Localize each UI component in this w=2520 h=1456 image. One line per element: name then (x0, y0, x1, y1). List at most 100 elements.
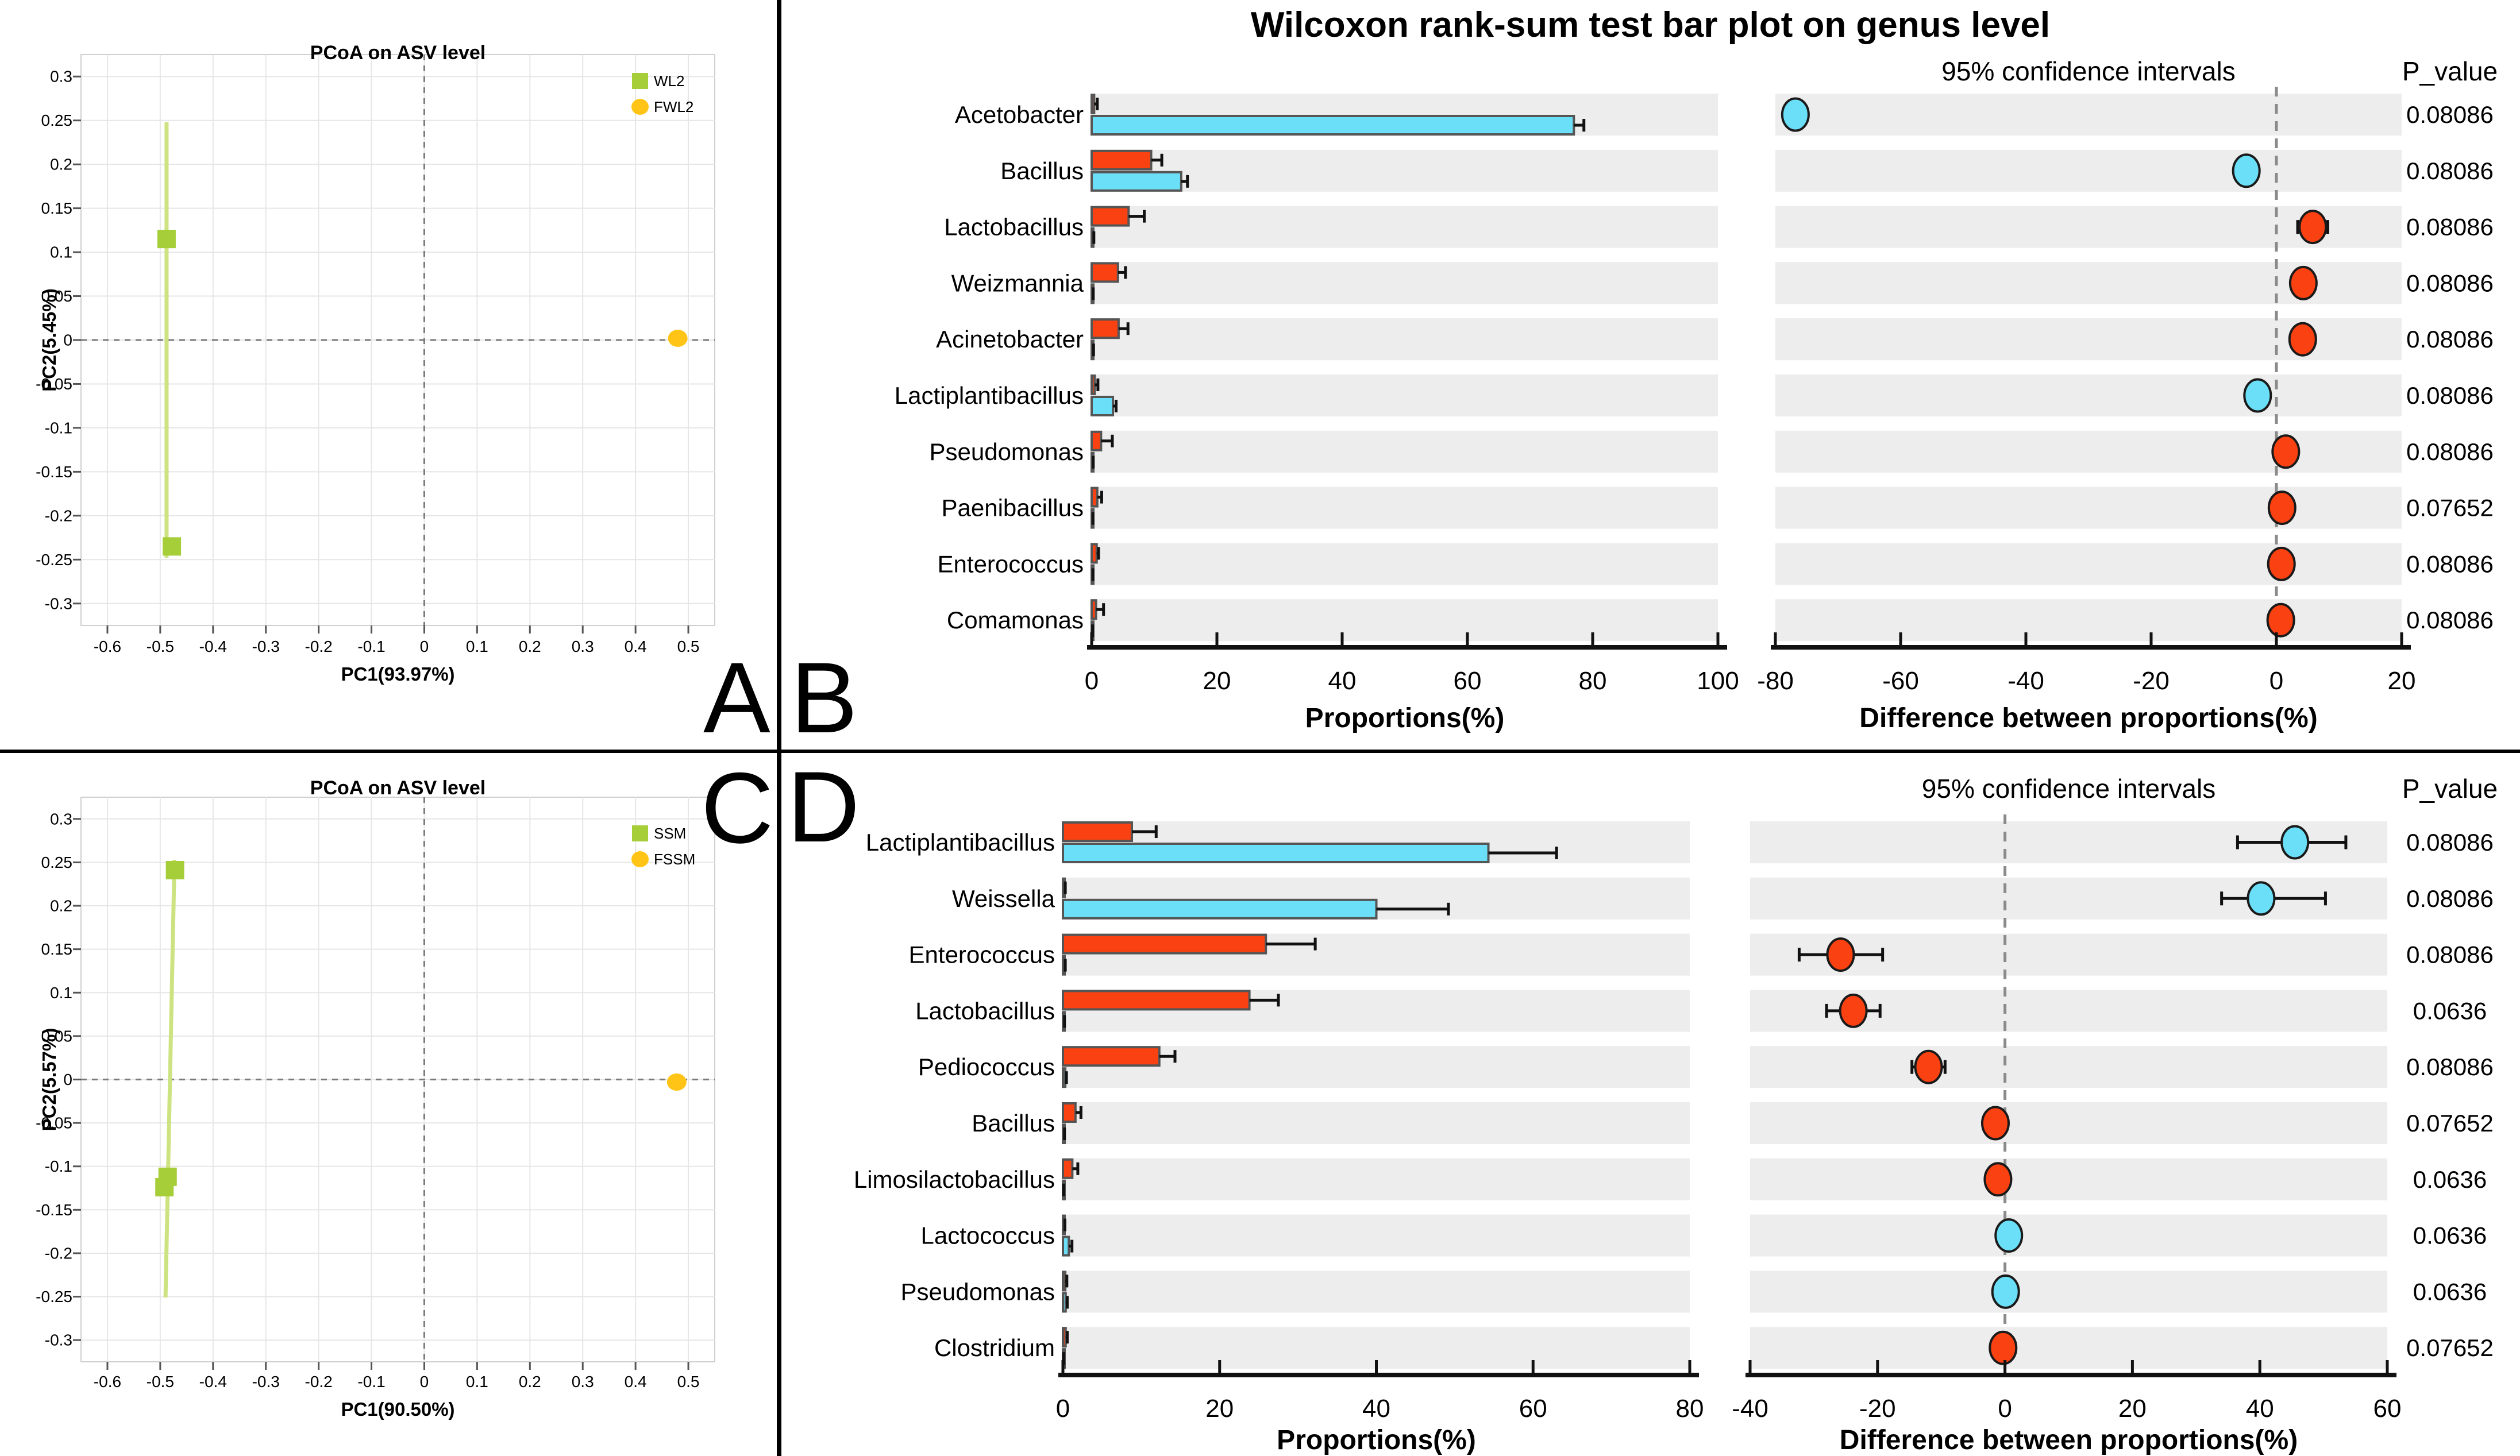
y-tick-label: 0.25 (41, 853, 73, 871)
prop-bar-cyan (1062, 1235, 1070, 1257)
x-tick-label: 0.3 (572, 1373, 594, 1391)
plot-title: PCoA on ASV level (310, 777, 485, 799)
legend-label: SSM (654, 825, 686, 842)
y-axis-label: PC2(5.57%) (38, 1028, 60, 1131)
p-value: 0.0636 (2413, 1222, 2487, 1249)
genus-label: Enterococcus (938, 550, 1084, 577)
diff-tick-label: 20 (2118, 1395, 2147, 1423)
y-tick-label: -0.05 (36, 375, 72, 393)
p-value: 0.08086 (2406, 550, 2494, 577)
y-tick-label: 0.1 (50, 984, 72, 1002)
diff-dot (2298, 210, 2328, 245)
prop-bar-red (1062, 1102, 1077, 1123)
prop-bar-red (1062, 1270, 1067, 1292)
panel-letter-c: C (701, 752, 774, 864)
genus-label: Bacillus (972, 1110, 1055, 1137)
genus-label: Lactiplantibacillus (866, 829, 1055, 856)
p-value: 0.0636 (2413, 997, 2487, 1024)
prop-bar-red (1091, 543, 1098, 564)
genus-label: Lactococcus (921, 1222, 1055, 1249)
x-tick-label: 0.1 (466, 638, 488, 655)
diff-dot (1989, 1330, 2018, 1365)
sample-point-square (163, 537, 182, 556)
prop-tick-label: 60 (1454, 667, 1482, 695)
wilcoxon-plot-b: Wilcoxon rank-sum test bar plot on genus… (895, 5, 2498, 733)
row-stripe-difference (1775, 430, 2402, 473)
diff-dot (1980, 1106, 2010, 1141)
genus-label: Bacillus (1000, 157, 1084, 184)
prop-bar-red (1062, 1327, 1067, 1348)
p-value: 0.08086 (2406, 382, 2494, 409)
y-tick-label: 0.15 (41, 199, 73, 217)
genus-label: Weizmannia (951, 269, 1084, 296)
sample-point-circle (666, 1073, 687, 1091)
diff-tick-label: 0 (1998, 1395, 2012, 1423)
genus-label: Limosilactobacillus (854, 1166, 1055, 1193)
prop-tick-label: 100 (1697, 667, 1739, 695)
prop-tick-label: 0 (1056, 1395, 1070, 1423)
y-tick-label: 0.05 (41, 1027, 73, 1045)
y-tick-label: 0.2 (50, 156, 72, 173)
x-tick-label: 0 (420, 638, 429, 655)
panel-letter-b: B (791, 642, 858, 754)
y-tick-label: -0.25 (36, 1288, 72, 1306)
prop-tick-label: 80 (1579, 667, 1607, 695)
genus-label: Paenibacillus (942, 495, 1084, 522)
prop-bar-red (1091, 430, 1103, 451)
main-title: Wilcoxon rank-sum test bar plot on genus… (1251, 5, 2050, 45)
prop-bar-red (1091, 486, 1099, 508)
x-tick-label: -0.5 (147, 638, 174, 655)
prop-tick-label: 40 (1362, 1395, 1390, 1423)
x-tick-label: 0.2 (519, 1373, 541, 1391)
legend-label: WL2 (654, 72, 684, 90)
genus-label: Lactobacillus (915, 997, 1055, 1024)
sample-point-square (157, 230, 176, 249)
prop-tick-label: 40 (1328, 667, 1357, 695)
diff-tick-label: -40 (1732, 1395, 1768, 1423)
diff-dot (1839, 993, 1868, 1028)
x-tick-label: -0.6 (94, 638, 121, 655)
x-tick-label: -0.2 (305, 1373, 333, 1391)
legend-swatch-square (632, 825, 648, 841)
diff-dot (2243, 378, 2272, 413)
p-value: 0.07652 (2406, 495, 2494, 522)
y-tick-label: 0.3 (50, 810, 72, 828)
y-tick-label: 0.15 (41, 940, 73, 958)
row-stripe-difference (1775, 486, 2402, 529)
prop-tick-label: 80 (1676, 1395, 1704, 1423)
y-tick-label: -0.1 (45, 419, 72, 437)
row-stripe-proportions (1092, 486, 1718, 529)
ci-title: 95% confidence intervals (1941, 56, 2235, 86)
panel-letter-a: A (703, 642, 770, 754)
row-stripe-proportions (1092, 318, 1718, 361)
row-stripe-proportions (1092, 206, 1718, 248)
ci-title: 95% confidence intervals (1922, 774, 2215, 804)
row-stripe-proportions (1092, 543, 1718, 585)
row-stripe-proportions (1092, 262, 1718, 304)
x-tick-label: 0.1 (466, 1373, 488, 1391)
x-tick-label: 0.4 (625, 638, 647, 655)
genus-label: Clostridium (934, 1334, 1055, 1361)
diff-axis-title: Difference between proportions(%) (1859, 703, 2317, 733)
genus-label: Comamonas (947, 607, 1084, 634)
p-value: 0.08086 (2406, 885, 2494, 912)
y-tick-label: 0.25 (41, 111, 73, 129)
p-value: 0.08086 (2406, 157, 2494, 184)
diff-dot (1991, 1274, 2020, 1309)
prop-bar-red (1091, 149, 1153, 171)
prop-bar-cyan (1062, 898, 1378, 920)
genus-label: Lactiplantibacillus (895, 382, 1084, 409)
row-stripe-proportions (1063, 1270, 1690, 1313)
x-tick-label: 0.3 (572, 638, 594, 655)
prop-bar-cyan (1091, 115, 1575, 136)
row-stripe-proportions (1063, 1158, 1690, 1200)
diff-dot (2247, 881, 2276, 916)
p-value: 0.0636 (2413, 1166, 2487, 1193)
panel-divider-horizontal (0, 750, 2520, 753)
legend-swatch-square (632, 73, 648, 89)
row-stripe-proportions (1063, 1102, 1690, 1144)
x-tick-label: -0.5 (147, 1373, 174, 1391)
x-tick-label: 0.4 (625, 1373, 647, 1391)
row-stripe-difference (1750, 1046, 2387, 1088)
diff-dot (2266, 603, 2295, 638)
